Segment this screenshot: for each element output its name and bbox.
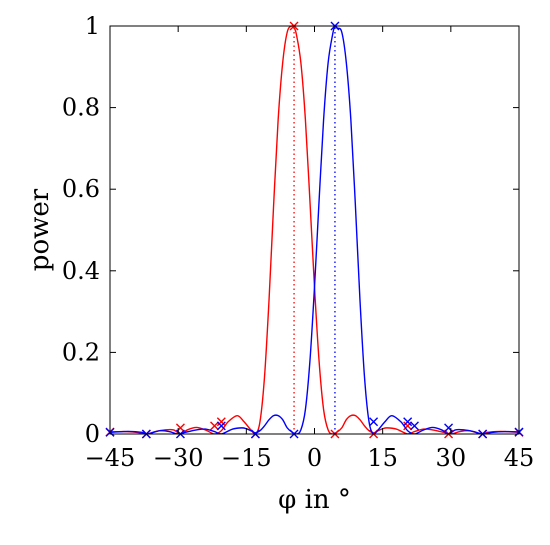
red-marker xyxy=(210,421,220,431)
red-series-line xyxy=(110,25,519,434)
blue-marker xyxy=(369,417,379,427)
blue-marker xyxy=(403,417,413,427)
x-tick-label: 45 xyxy=(504,444,535,472)
axis-frame xyxy=(109,25,520,435)
series-blue xyxy=(105,21,524,439)
blue-marker xyxy=(216,421,226,431)
red-marker xyxy=(403,421,413,431)
x-tick-label: −15 xyxy=(221,444,272,472)
plot-area xyxy=(105,21,524,439)
x-tick-label: 0 xyxy=(307,444,322,472)
y-tick-label: 0.6 xyxy=(62,175,100,203)
blue-series-line xyxy=(110,25,519,434)
y-tick-label: 0 xyxy=(85,420,100,448)
y-tick-label: 0.8 xyxy=(62,94,100,122)
axes: −45 −30 −15 0 15 30 45 0 0.2 0.4 0.6 0.8 1 xyxy=(62,12,534,472)
red-marker xyxy=(216,417,226,427)
x-tick-label: 15 xyxy=(367,444,398,472)
series-red xyxy=(105,21,524,439)
x-axis-title: φ in ° xyxy=(278,485,351,515)
y-axis-title: power xyxy=(25,188,55,271)
y-tick-label: 1 xyxy=(85,12,100,40)
x-tick-label: −45 xyxy=(85,444,136,472)
x-tick-label: −30 xyxy=(153,444,204,472)
blue-marker xyxy=(444,423,454,433)
blue-marker xyxy=(409,421,419,431)
x-tick-label: 30 xyxy=(436,444,467,472)
y-tick-label: 0.4 xyxy=(62,257,100,285)
y-tick-label: 0.2 xyxy=(62,338,100,366)
